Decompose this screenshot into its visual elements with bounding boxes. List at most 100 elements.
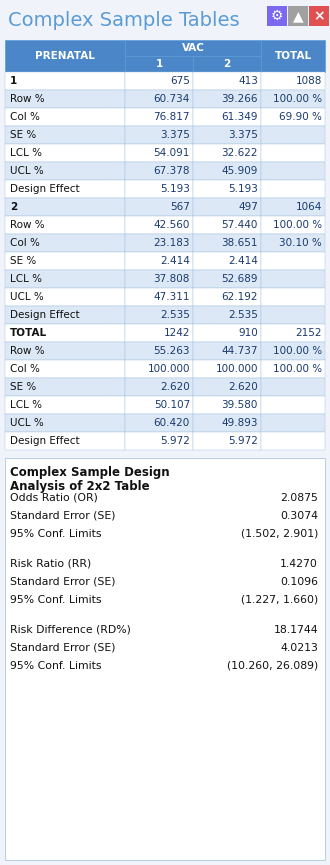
Bar bbox=[125, 144, 193, 162]
Text: 3.375: 3.375 bbox=[228, 130, 258, 140]
Text: 95% Conf. Limits: 95% Conf. Limits bbox=[10, 661, 102, 671]
Bar bbox=[261, 306, 325, 324]
Text: 3.375: 3.375 bbox=[160, 130, 190, 140]
Text: 2.620: 2.620 bbox=[160, 382, 190, 392]
Bar bbox=[125, 288, 193, 306]
Bar bbox=[5, 360, 125, 378]
Bar bbox=[5, 126, 125, 144]
Text: 67.378: 67.378 bbox=[153, 166, 190, 176]
Bar bbox=[261, 162, 325, 180]
Bar bbox=[5, 162, 125, 180]
Text: ×: × bbox=[313, 9, 325, 23]
Bar bbox=[193, 342, 261, 360]
Text: 39.266: 39.266 bbox=[221, 94, 258, 104]
Bar bbox=[261, 360, 325, 378]
Text: Analysis of 2x2 Table: Analysis of 2x2 Table bbox=[10, 480, 149, 493]
Text: 100.00 %: 100.00 % bbox=[273, 220, 322, 230]
Bar bbox=[5, 234, 125, 252]
Bar bbox=[193, 126, 261, 144]
Bar bbox=[193, 396, 261, 414]
Bar bbox=[125, 198, 193, 216]
Bar bbox=[5, 72, 125, 90]
Text: 38.651: 38.651 bbox=[221, 238, 258, 248]
Text: 2: 2 bbox=[10, 202, 17, 212]
Bar bbox=[261, 126, 325, 144]
Text: 55.263: 55.263 bbox=[153, 346, 190, 356]
Text: 567: 567 bbox=[170, 202, 190, 212]
Bar bbox=[5, 40, 125, 72]
Bar bbox=[261, 342, 325, 360]
Bar bbox=[261, 40, 325, 72]
Bar bbox=[193, 198, 261, 216]
Bar bbox=[193, 378, 261, 396]
Bar bbox=[267, 6, 287, 26]
Bar bbox=[261, 144, 325, 162]
Bar bbox=[193, 56, 261, 72]
Bar bbox=[125, 108, 193, 126]
Bar bbox=[193, 324, 261, 342]
Text: 18.1744: 18.1744 bbox=[273, 625, 318, 635]
Bar bbox=[193, 162, 261, 180]
Bar bbox=[5, 396, 125, 414]
Text: 100.000: 100.000 bbox=[148, 364, 190, 374]
Text: 42.560: 42.560 bbox=[154, 220, 190, 230]
Text: (1.227, 1.660): (1.227, 1.660) bbox=[241, 595, 318, 605]
Bar bbox=[125, 40, 261, 56]
Text: 39.580: 39.580 bbox=[222, 400, 258, 410]
Bar bbox=[261, 234, 325, 252]
Text: 1: 1 bbox=[155, 59, 163, 69]
Text: Design Effect: Design Effect bbox=[10, 310, 80, 320]
Text: 69.90 %: 69.90 % bbox=[279, 112, 322, 122]
Text: 49.893: 49.893 bbox=[221, 418, 258, 428]
Text: Row %: Row % bbox=[10, 94, 45, 104]
Bar bbox=[5, 458, 325, 860]
Text: 910: 910 bbox=[238, 328, 258, 338]
Text: VAC: VAC bbox=[182, 43, 205, 53]
Text: 52.689: 52.689 bbox=[221, 274, 258, 284]
Bar bbox=[125, 56, 193, 72]
Text: (10.260, 26.089): (10.260, 26.089) bbox=[227, 661, 318, 671]
Bar bbox=[125, 72, 193, 90]
Bar bbox=[261, 414, 325, 432]
Bar bbox=[261, 432, 325, 450]
Bar bbox=[125, 162, 193, 180]
Text: PRENATAL: PRENATAL bbox=[35, 51, 95, 61]
Bar bbox=[193, 288, 261, 306]
Text: Odds Ratio (OR): Odds Ratio (OR) bbox=[10, 493, 98, 503]
Bar bbox=[125, 216, 193, 234]
Bar bbox=[125, 360, 193, 378]
Text: 95% Conf. Limits: 95% Conf. Limits bbox=[10, 595, 102, 605]
Text: Col %: Col % bbox=[10, 238, 40, 248]
Bar bbox=[193, 270, 261, 288]
Text: 2: 2 bbox=[223, 59, 231, 69]
Bar bbox=[5, 414, 125, 432]
Text: Risk Ratio (RR): Risk Ratio (RR) bbox=[10, 559, 91, 569]
Bar bbox=[193, 414, 261, 432]
Text: 2.414: 2.414 bbox=[228, 256, 258, 266]
Bar bbox=[261, 270, 325, 288]
Text: LCL %: LCL % bbox=[10, 400, 42, 410]
Text: LCL %: LCL % bbox=[10, 148, 42, 158]
Text: UCL %: UCL % bbox=[10, 166, 44, 176]
Bar bbox=[125, 414, 193, 432]
Text: 0.3074: 0.3074 bbox=[280, 511, 318, 521]
Bar bbox=[261, 216, 325, 234]
Text: 2.414: 2.414 bbox=[160, 256, 190, 266]
Text: Row %: Row % bbox=[10, 346, 45, 356]
Text: 1: 1 bbox=[10, 76, 17, 86]
Text: Row %: Row % bbox=[10, 220, 45, 230]
Text: SE %: SE % bbox=[10, 382, 36, 392]
Text: 50.107: 50.107 bbox=[154, 400, 190, 410]
Text: 37.808: 37.808 bbox=[154, 274, 190, 284]
Text: 0.1096: 0.1096 bbox=[280, 577, 318, 587]
Bar bbox=[261, 378, 325, 396]
Text: 45.909: 45.909 bbox=[222, 166, 258, 176]
Text: 47.311: 47.311 bbox=[153, 292, 190, 302]
Text: 675: 675 bbox=[170, 76, 190, 86]
Text: 5.972: 5.972 bbox=[228, 436, 258, 446]
Bar bbox=[125, 378, 193, 396]
Text: 32.622: 32.622 bbox=[221, 148, 258, 158]
Bar bbox=[125, 270, 193, 288]
Bar bbox=[288, 6, 308, 26]
Text: Design Effect: Design Effect bbox=[10, 184, 80, 194]
